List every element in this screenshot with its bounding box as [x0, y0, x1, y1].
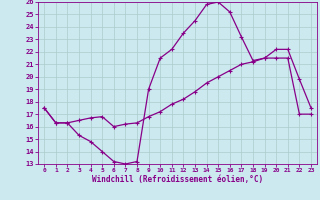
- X-axis label: Windchill (Refroidissement éolien,°C): Windchill (Refroidissement éolien,°C): [92, 175, 263, 184]
